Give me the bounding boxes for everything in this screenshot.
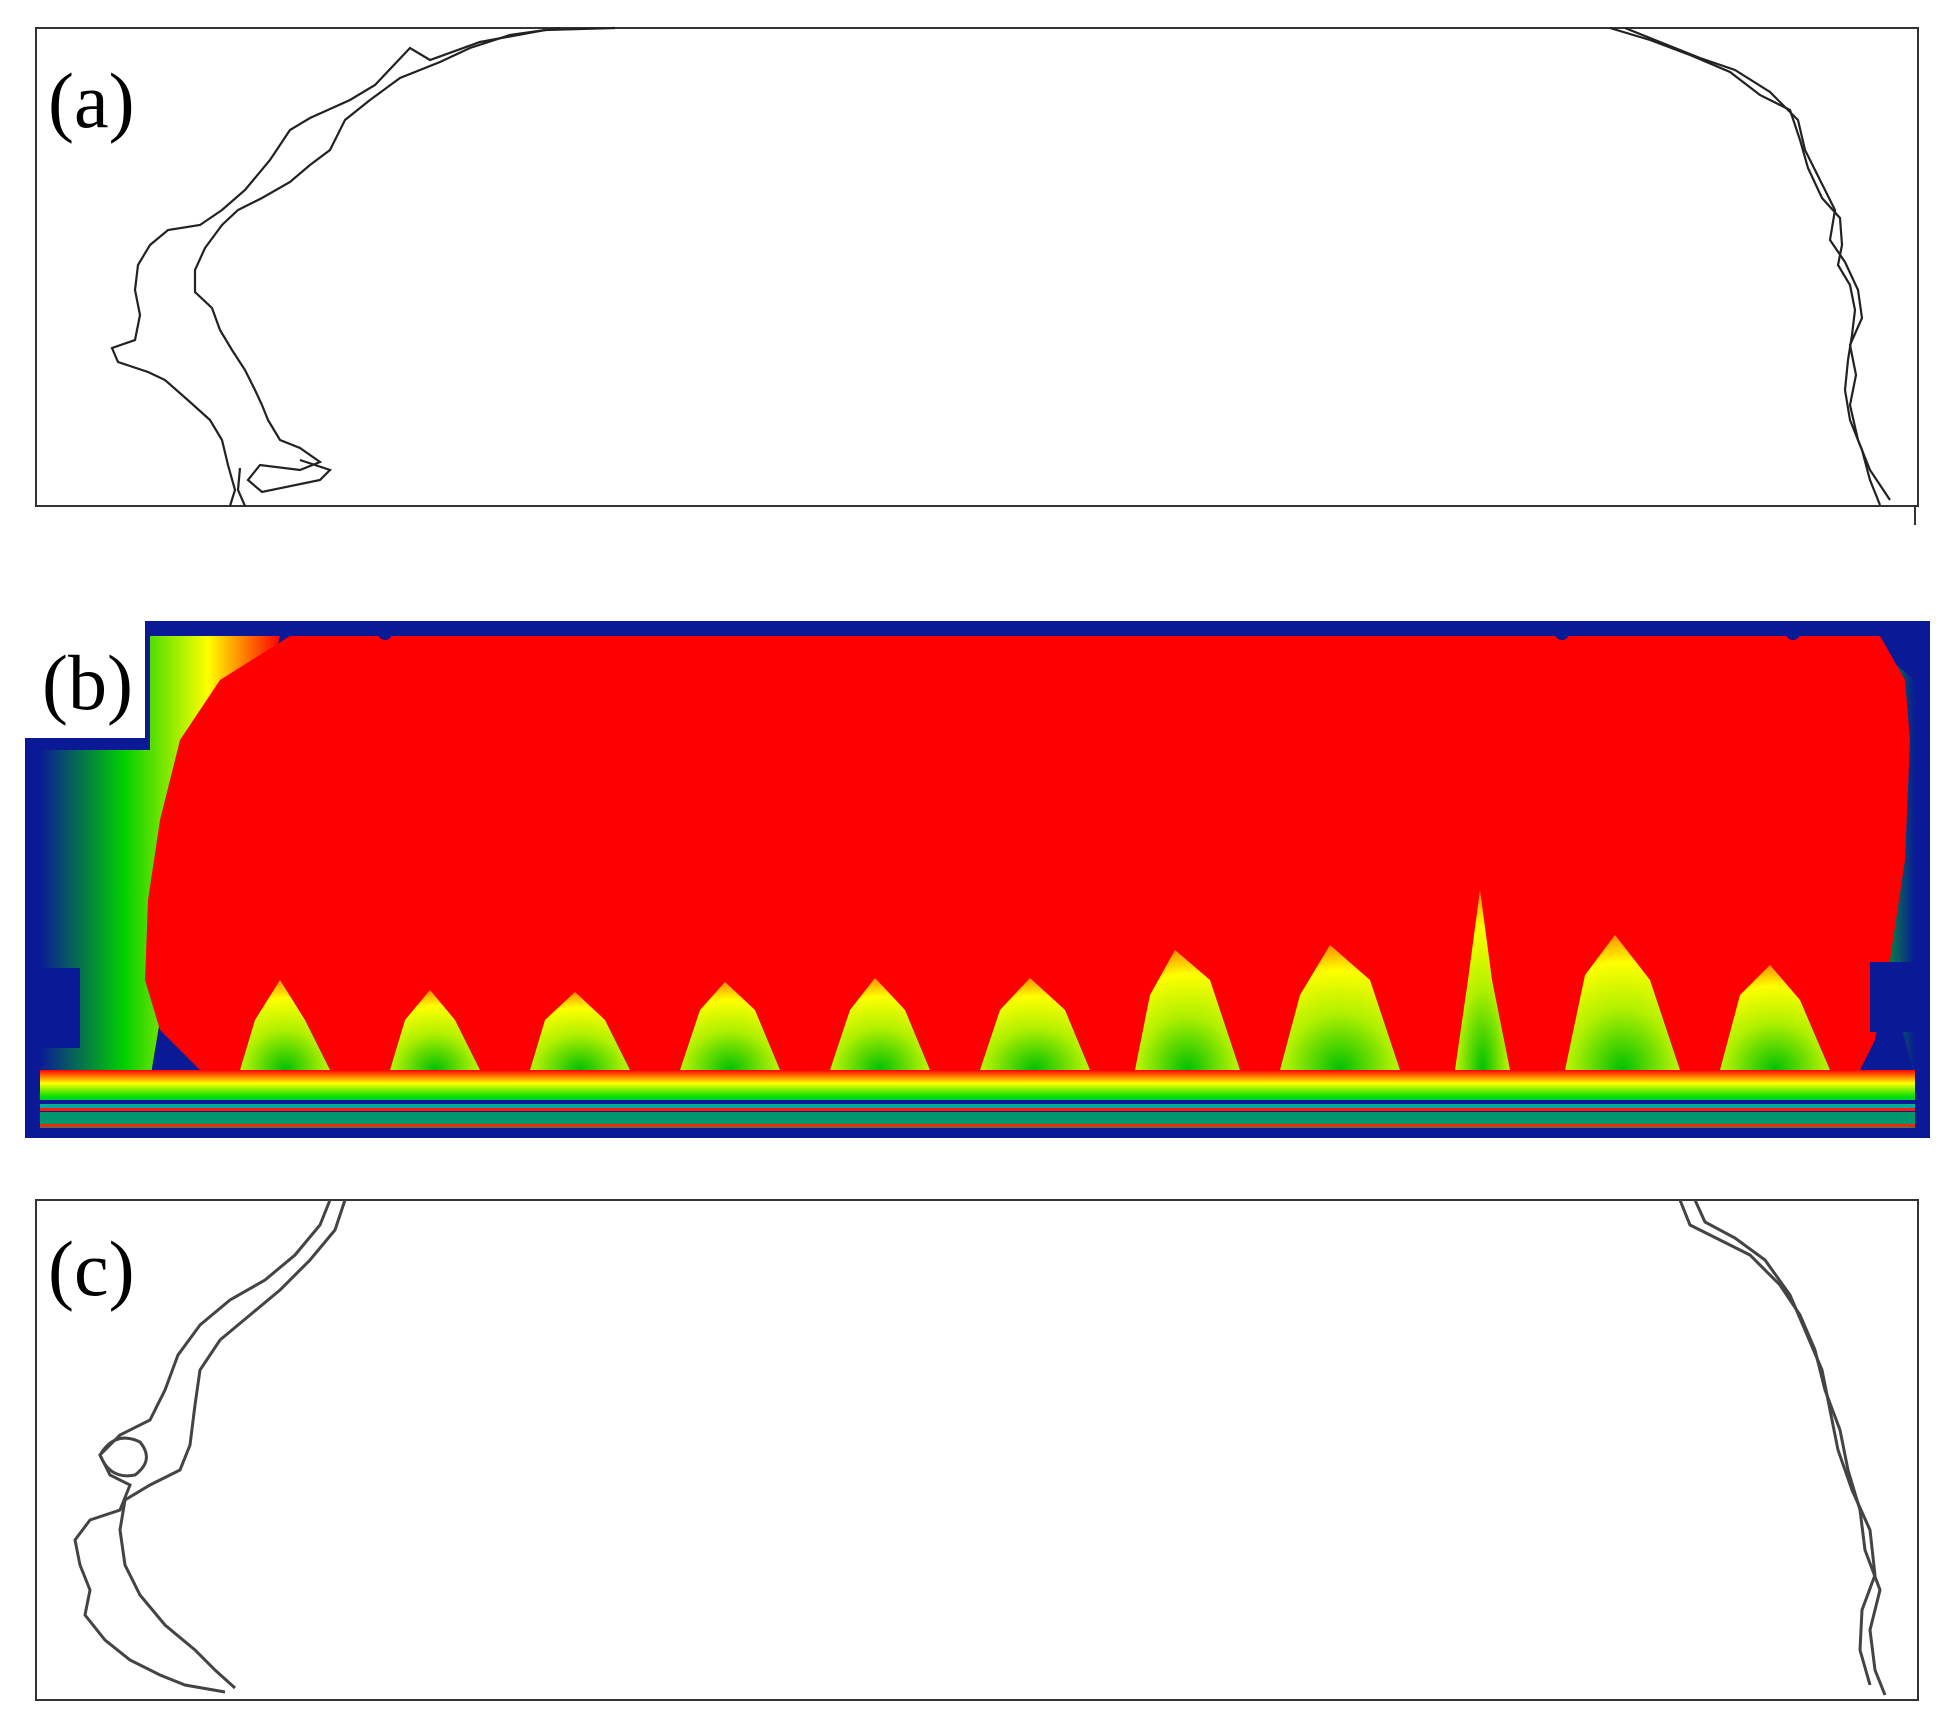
panel-c: (c) (0, 1180, 1953, 1735)
heatmap-bottom-line-3 (40, 1124, 1915, 1127)
panel-c-label: (c) (48, 1225, 135, 1312)
panel-c-left-loop (98, 1436, 148, 1478)
panel-c-right-contour-outer (1678, 1199, 1887, 1696)
heatmap-marker-3 (1786, 626, 1800, 640)
panel-c-drawing (35, 1199, 1919, 1701)
panel-a-left-contour-outer (110, 26, 616, 507)
panel-c-frame (35, 1199, 1919, 1701)
heatmap-plumes (240, 890, 1830, 1070)
panel-a-left-contour-tail (236, 467, 247, 507)
heatmap-left-block (30, 968, 80, 1048)
panel-c-right-contour-inner (1693, 1199, 1877, 1686)
heatmap-marker-1 (378, 626, 392, 640)
heatmap-red-field (145, 636, 1910, 1070)
panel-a-right-contour-outer (1609, 26, 1882, 506)
panel-a-right-contour-inner (1624, 26, 1891, 501)
panel-c-left-contour-outer (73, 1199, 332, 1694)
heatmap-bottom-line-1 (40, 1100, 1915, 1104)
panel-b-heatmap (25, 621, 1930, 1138)
panel-b: (b) (0, 600, 1953, 1160)
panel-a: (a) (0, 0, 1953, 540)
heatmap-right-block (1870, 962, 1915, 1032)
panel-b-label: (b) (36, 644, 139, 722)
heatmap-bottom-line-2 (40, 1108, 1915, 1111)
panel-c-left-contour-inner (118, 1199, 347, 1690)
panel-a-frame (35, 27, 1919, 507)
panel-a-drawing (35, 26, 1919, 525)
panel-a-left-contour-inner (193, 26, 561, 494)
heatmap-marker-2 (1555, 626, 1569, 640)
panel-a-label: (a) (48, 57, 135, 144)
